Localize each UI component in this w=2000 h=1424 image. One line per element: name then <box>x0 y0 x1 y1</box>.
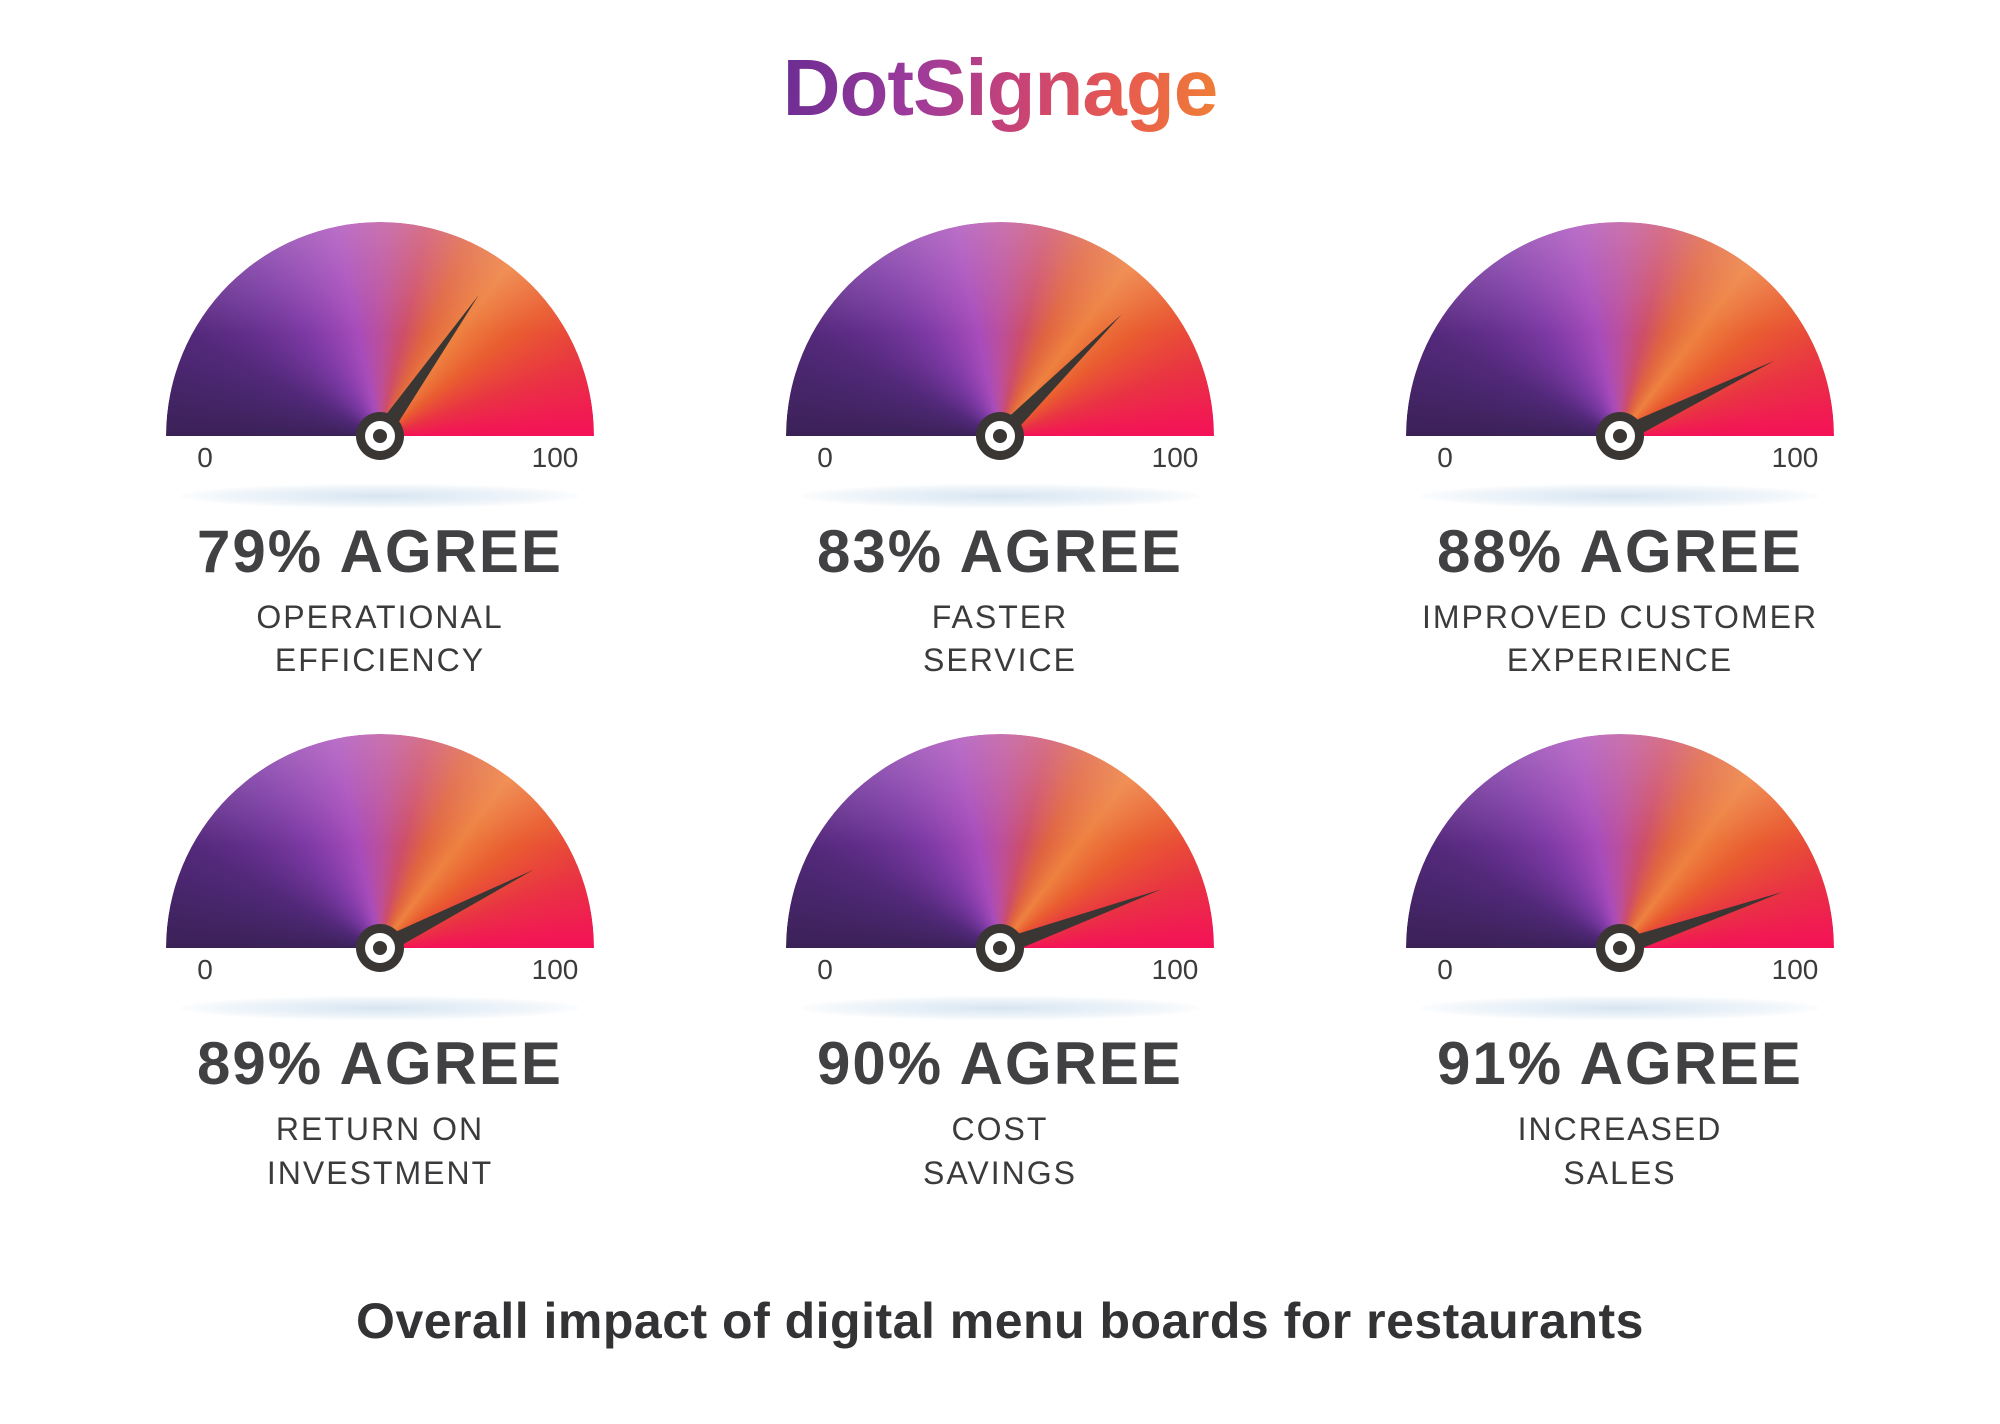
gauge-pivot-dot <box>993 941 1007 956</box>
scale-min-label: 0 <box>1437 442 1453 473</box>
gauge-grid: 0 100 79% AGREE OPERATIONAL EFFICIENCY 0… <box>70 222 1930 1195</box>
sublabel-line: EXPERIENCE <box>1506 642 1734 679</box>
sublabel-line: INCREASED <box>1517 1111 1723 1148</box>
gauge-scale: 0 100 <box>1406 442 1834 474</box>
header: DotSignage <box>0 0 2000 134</box>
sublabel-line: IMPROVED CUSTOMER <box>1421 599 1819 635</box>
gauge-pivot <box>976 924 1024 973</box>
gauge-sublabel: INCREASED SALES <box>1518 1108 1723 1194</box>
gauge-card-operational-efficiency: 0 100 79% AGREE OPERATIONAL EFFICIENCY <box>70 222 690 682</box>
sublabel-line: SERVICE <box>923 642 1077 679</box>
gauge-sublabel: COST SAVINGS <box>923 1108 1077 1194</box>
sublabel-line: FASTER <box>931 599 1069 635</box>
gauge-pivot <box>1596 924 1644 973</box>
gauge-headline: 90% AGREE <box>817 1030 1183 1098</box>
scale-max-label: 100 <box>1771 442 1819 473</box>
gauge-chart: 0 100 <box>786 734 1214 1021</box>
sublabel-line: INVESTMENT <box>266 1154 494 1191</box>
gauge-pivot <box>976 412 1024 460</box>
scale-min-label: 0 <box>817 442 833 473</box>
scale-min-label: 0 <box>197 954 213 986</box>
gauge-arc <box>786 222 1214 436</box>
gauge-pivot-dot <box>1613 429 1627 443</box>
gauge-chart: 0 100 <box>1406 734 1834 1021</box>
scale-min-label: 0 <box>817 954 833 986</box>
gauge-chart: 0 100 <box>166 734 594 1021</box>
gauge-scale: 0 100 <box>166 954 594 986</box>
scale-max-label: 100 <box>1771 954 1819 986</box>
gauge-headline: 91% AGREE <box>1437 1030 1803 1098</box>
gauge-arc <box>1406 734 1834 949</box>
gauge-headline: 89% AGREE <box>197 1030 563 1098</box>
gauge-chart: 0 100 <box>166 222 594 508</box>
sublabel-line: COST <box>951 1111 1049 1148</box>
gauge-pivot-dot <box>993 429 1007 443</box>
gauge-scale: 0 100 <box>786 954 1214 986</box>
gauge-arc <box>786 734 1214 949</box>
gauge-headline: 79% AGREE <box>197 518 563 585</box>
gauge-pivot <box>1596 412 1644 460</box>
gauge-card-return-on-investment: 0 100 89% AGREE RETURN ON INVESTMENT <box>70 734 690 1194</box>
gauge-arc <box>166 734 594 949</box>
scale-min-label: 0 <box>197 442 213 473</box>
sublabel-line: SAVINGS <box>923 1154 1077 1191</box>
gauge-card-increased-sales: 0 100 91% AGREE INCREASED SALES <box>1310 734 1930 1194</box>
sublabel-line: OPERATIONAL <box>256 599 504 635</box>
gauge-pivot-dot <box>373 429 387 443</box>
scale-max-label: 100 <box>1151 954 1199 986</box>
gauge-headline: 88% AGREE <box>1437 518 1803 585</box>
sublabel-line: RETURN ON <box>275 1111 485 1148</box>
gauge-card-cost-savings: 0 100 90% AGREE COST SAVINGS <box>690 734 1310 1194</box>
gauge-shadow <box>800 484 1200 508</box>
gauge-headline: 83% AGREE <box>817 518 1183 585</box>
page-title: Overall impact of digital menu boards fo… <box>356 1292 1644 1349</box>
gauge-pivot <box>356 412 404 460</box>
dotsignage-logo: DotSignage <box>782 43 1218 132</box>
scale-max-label: 100 <box>531 954 579 986</box>
gauge-scale: 0 100 <box>786 442 1214 474</box>
gauge-shadow <box>1420 996 1820 1021</box>
gauge-chart: 0 100 <box>786 222 1214 508</box>
gauge-card-improved-customer-experience: 0 100 88% AGREE IMPROVED CUSTOMER EXPERI… <box>1310 222 1930 682</box>
gauge-chart: 0 100 <box>1406 222 1834 508</box>
scale-min-label: 0 <box>1437 954 1453 986</box>
gauge-scale: 0 100 <box>1406 954 1834 986</box>
sublabel-line: EFFICIENCY <box>274 642 486 679</box>
gauge-arc <box>1406 222 1834 436</box>
gauge-scale: 0 100 <box>166 442 594 474</box>
sublabel-line: SALES <box>1563 1154 1677 1191</box>
gauge-shadow <box>180 996 580 1021</box>
gauge-shadow <box>1420 484 1820 508</box>
gauge-pivot-dot <box>1613 941 1627 956</box>
gauge-shadow <box>800 996 1200 1021</box>
scale-max-label: 100 <box>531 442 579 473</box>
gauge-sublabel: OPERATIONAL EFFICIENCY <box>256 596 503 682</box>
gauge-sublabel: RETURN ON INVESTMENT <box>267 1108 493 1194</box>
gauge-arc <box>166 222 594 436</box>
scale-max-label: 100 <box>1151 442 1199 473</box>
gauge-pivot-dot <box>373 941 387 956</box>
gauge-sublabel: IMPROVED CUSTOMER EXPERIENCE <box>1422 596 1818 682</box>
gauge-card-faster-service: 0 100 83% AGREE FASTER SERVICE <box>690 222 1310 682</box>
gauge-shadow <box>180 484 580 508</box>
gauge-pivot <box>356 924 404 973</box>
gauge-sublabel: FASTER SERVICE <box>923 596 1077 682</box>
